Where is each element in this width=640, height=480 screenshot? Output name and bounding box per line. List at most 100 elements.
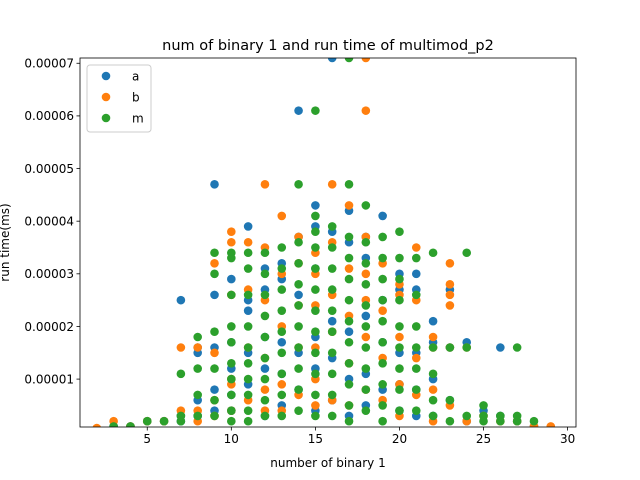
data-point [378, 253, 387, 263]
data-point [210, 364, 219, 373]
data-point [361, 58, 371, 63]
data-point [277, 306, 287, 315]
data-point [445, 301, 455, 310]
data-point [395, 343, 404, 352]
data-point [243, 290, 253, 300]
data-point [395, 364, 404, 373]
data-point [361, 385, 371, 394]
data-point [361, 237, 371, 247]
data-point [512, 343, 522, 352]
data-point [227, 390, 236, 400]
data-point [311, 264, 320, 273]
data-point [344, 416, 354, 426]
data-point [411, 269, 421, 279]
data-point [462, 248, 472, 258]
data-point [193, 343, 202, 352]
data-point [445, 290, 455, 300]
data-point [311, 369, 320, 379]
data-point [361, 364, 371, 373]
data-point [243, 248, 253, 258]
data-point [344, 253, 354, 263]
legend-label-m: m [132, 111, 144, 125]
data-point [294, 364, 303, 373]
data-point [546, 422, 556, 427]
data-point [378, 232, 387, 242]
data-point [243, 390, 253, 400]
data-point [311, 327, 320, 337]
data-point [260, 311, 270, 321]
data-point [210, 327, 219, 337]
data-point [378, 401, 387, 410]
data-point [210, 385, 219, 394]
data-point [411, 406, 421, 415]
data-point [277, 337, 287, 347]
data-point [411, 253, 421, 263]
data-point [260, 269, 270, 279]
data-point [260, 385, 270, 394]
data-point [311, 227, 320, 237]
data-point [311, 348, 320, 358]
x-tick-label: 20 [392, 432, 407, 446]
data-point [227, 374, 236, 384]
data-point [210, 180, 219, 189]
data-point [395, 253, 404, 263]
data-point [277, 348, 287, 358]
x-tick-label: 25 [476, 432, 491, 446]
data-point [361, 322, 371, 331]
data-point [327, 348, 337, 358]
y-tick-label: 0.00002 [24, 320, 74, 334]
data-point [395, 406, 404, 415]
data-point [294, 290, 303, 300]
legend-marker-m [101, 113, 111, 123]
data-point [260, 395, 270, 405]
data-point [327, 390, 337, 400]
data-point [428, 248, 438, 258]
data-point [311, 390, 320, 400]
data-point [395, 385, 404, 394]
data-point [411, 385, 421, 394]
data-point [445, 395, 455, 405]
x-tick-label: 30 [560, 432, 575, 446]
data-point [243, 374, 253, 384]
x-tick-label: 15 [308, 432, 323, 446]
chart-title: num of binary 1 and run time of multimod… [162, 38, 494, 54]
legend-marker-a [101, 71, 111, 81]
data-point [243, 237, 253, 247]
data-point [529, 416, 539, 426]
data-point [227, 274, 236, 284]
data-point [428, 411, 438, 421]
y-tick-label: 0.00005 [24, 162, 74, 176]
data-point [361, 201, 371, 210]
legend-label-b: b [132, 90, 140, 104]
data-point [428, 395, 438, 405]
data-point [243, 222, 253, 231]
data-point [327, 222, 337, 231]
data-point [411, 243, 421, 252]
data-point [260, 180, 270, 189]
data-point [227, 237, 236, 247]
data-point [344, 380, 354, 389]
data-point [294, 106, 303, 115]
data-point [260, 364, 270, 373]
data-point [395, 332, 404, 342]
data-point [361, 343, 371, 352]
data-point [411, 343, 421, 352]
data-point [344, 359, 354, 368]
data-point [159, 416, 169, 426]
data-point [243, 416, 253, 426]
data-point [243, 406, 253, 415]
data-point [294, 301, 303, 310]
data-point [496, 416, 505, 426]
data-point [227, 337, 236, 347]
data-point [311, 211, 320, 221]
data-point [462, 411, 472, 421]
axes-frame [79, 57, 577, 428]
x-axis: 5 10 15 20 25 30 [143, 427, 575, 446]
data-point [294, 258, 303, 268]
data-point [243, 306, 253, 315]
data-point [411, 290, 421, 300]
data-point [395, 322, 404, 331]
data-point [344, 327, 354, 337]
data-point [260, 353, 270, 363]
